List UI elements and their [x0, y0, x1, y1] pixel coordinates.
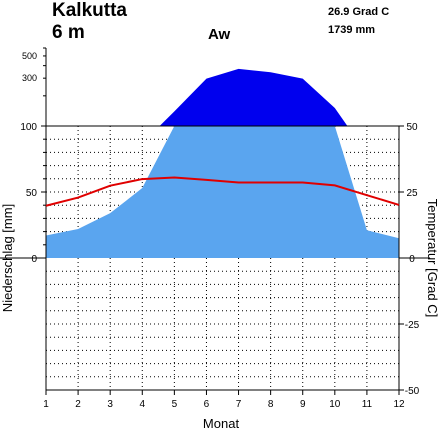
y-right-tick-label: 50 [406, 122, 418, 133]
x-axis-title: Monat [203, 416, 240, 430]
station-name: Kalkutta [52, 0, 127, 21]
y-axis-left-title: Niederschlag [mm] [0, 204, 15, 312]
y-left-tick-label: 100 [20, 122, 37, 133]
x-tick-label: 5 [172, 399, 178, 410]
x-tick-label: 1 [43, 399, 49, 410]
y-right-tick-label: 25 [406, 188, 418, 199]
plot-frame [0, 47, 430, 395]
y-right-tick-label: -25 [405, 320, 420, 331]
y-right-tick-label: 0 [409, 254, 415, 265]
precipitation-area [46, 126, 399, 258]
y-left-tick-label: 300 [22, 73, 37, 83]
x-tick-label: 6 [204, 399, 210, 410]
x-tick-label: 10 [329, 399, 341, 410]
temperature-line [45, 176, 400, 207]
precipitation-excess-area [159, 68, 348, 126]
station-elevation: 6 m [52, 22, 85, 43]
x-tick-label: 4 [139, 399, 145, 410]
annual-precipitation: 1739 mm [328, 24, 375, 36]
y-left-tick-label: 50 [26, 188, 38, 199]
y-right-tick-label: -50 [405, 386, 420, 397]
x-tick-label: 2 [75, 399, 81, 410]
x-tick-label: 11 [362, 399, 373, 410]
y-axis-right-title: Temperatur [Grad C] [425, 199, 439, 318]
x-tick-label: 12 [393, 399, 405, 410]
x-tick-label: 3 [107, 399, 113, 410]
y-left-tick-label: 500 [22, 51, 37, 61]
y-left-tick-label: 0 [31, 254, 37, 265]
annual-temperature: 26.9 Grad C [328, 6, 389, 18]
x-tick-label: 8 [268, 399, 274, 410]
x-tick-label: 7 [236, 399, 242, 410]
climate-class: Aw [208, 26, 231, 43]
x-tick-label: 9 [300, 399, 306, 410]
